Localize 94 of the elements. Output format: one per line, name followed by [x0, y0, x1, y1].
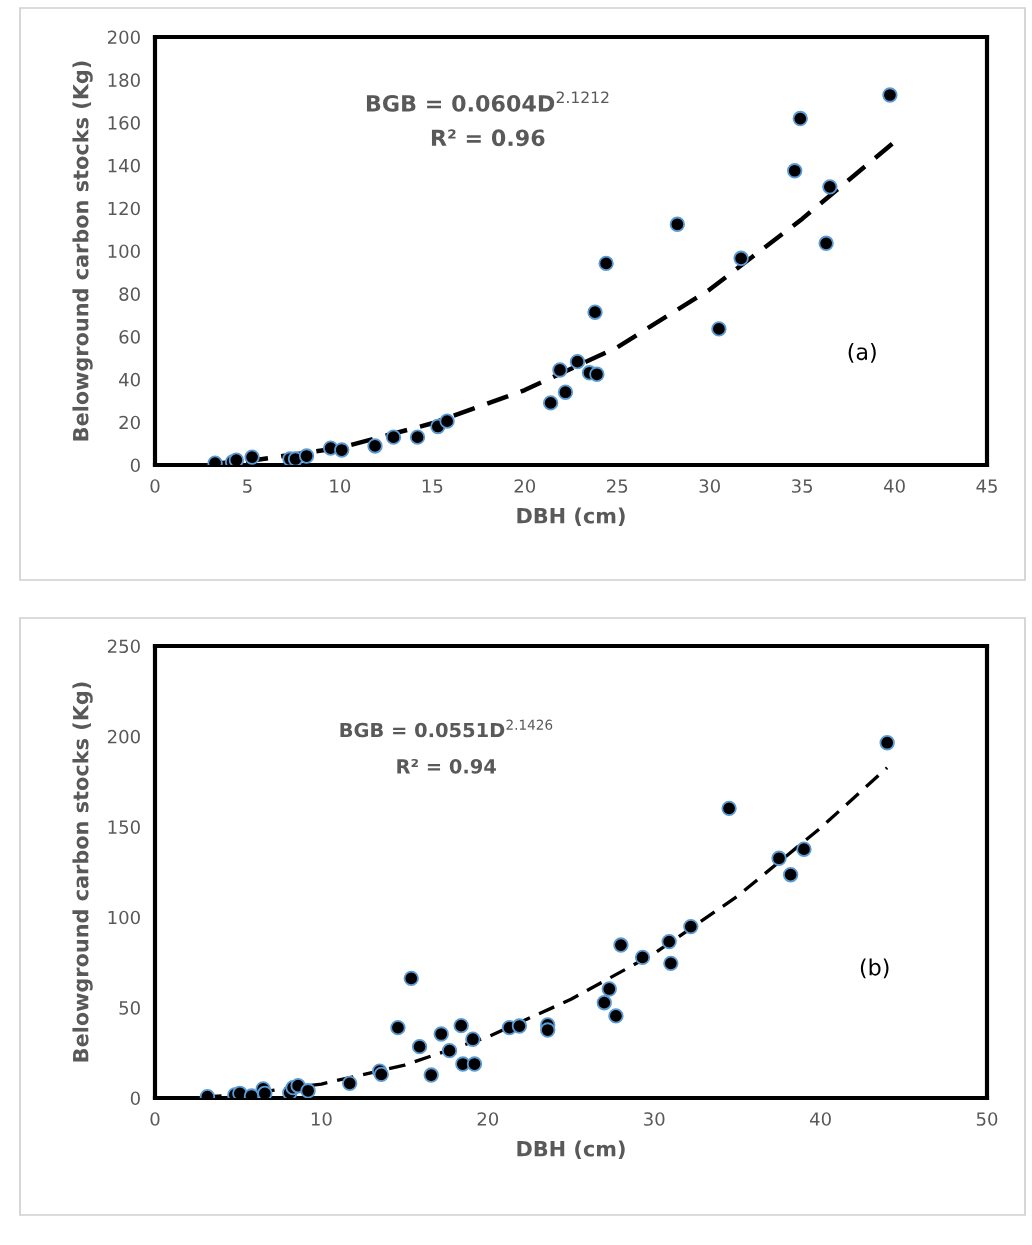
y-tick-label: 150 [108, 820, 140, 834]
point [669, 216, 685, 232]
point [879, 735, 895, 751]
point [390, 1019, 406, 1036]
point [439, 413, 455, 429]
x-tick-label: 20 [514, 479, 536, 493]
annotation: R² = 0.94 [397, 758, 496, 774]
x-tick-label: 50 [976, 1112, 998, 1126]
point [613, 937, 629, 953]
y-tick-label: 0 [130, 458, 140, 473]
y-axis-title: Belowground carbon stocks (Kg) [72, 61, 93, 441]
x-tick-label: 40 [883, 479, 905, 493]
point [792, 110, 808, 127]
point [598, 255, 614, 272]
x-tick-label: 30 [644, 1112, 665, 1126]
point [257, 1085, 273, 1098]
point [771, 850, 787, 866]
point [342, 1075, 358, 1092]
point [403, 970, 419, 986]
point [587, 304, 603, 320]
point [540, 1022, 556, 1038]
point [822, 179, 838, 195]
point [423, 1067, 439, 1083]
point [465, 1031, 481, 1047]
y-tick-label: 80 [119, 287, 140, 301]
y-axis-title: Belowground carbon stocks (Kg) [72, 682, 93, 1062]
x-tick-label: 15 [422, 479, 443, 493]
x-tick-label: 25 [607, 479, 628, 493]
y-tick-label: 180 [108, 73, 140, 87]
point [511, 1018, 528, 1034]
x-tick-label: 35 [792, 479, 813, 493]
point [334, 442, 350, 458]
point [663, 955, 679, 971]
point [796, 841, 812, 857]
point [441, 1042, 458, 1059]
y-tick-label: 40 [119, 372, 140, 387]
point [818, 235, 834, 251]
point [634, 949, 651, 966]
y-tick-label: 20 [119, 415, 140, 430]
y-tick-label: 250 [107, 639, 140, 654]
point [683, 918, 699, 935]
y-tick-label: 160 [108, 116, 140, 130]
point [411, 1038, 428, 1055]
point [367, 438, 383, 454]
y-tick-label: 200 [107, 729, 140, 744]
point [244, 449, 260, 465]
point [385, 429, 402, 445]
point [608, 1008, 624, 1024]
point [300, 1083, 316, 1098]
y-tick-label: 60 [119, 330, 140, 344]
x-tick-label: 0 [150, 1112, 160, 1126]
point [228, 452, 245, 465]
y-tick-label: 0 [130, 1091, 140, 1106]
point [569, 353, 586, 370]
point [721, 800, 737, 817]
y-tick-label: 100 [108, 244, 140, 259]
annotation: BGB = 0.0604D$^{2.1212}$ [366, 91, 609, 112]
point [661, 933, 677, 950]
point [287, 451, 304, 465]
x-tick-label: 10 [330, 479, 351, 493]
point [601, 981, 617, 997]
x-tick-label: 40 [810, 1112, 831, 1126]
point [453, 1018, 469, 1034]
point [466, 1056, 483, 1072]
annotation: R² = 0.96 [431, 129, 545, 147]
x-axis-title: DBH (cm) [517, 507, 625, 527]
point [298, 448, 315, 464]
y-tick-label: 120 [108, 201, 140, 216]
x-tick-label: 0 [150, 479, 160, 493]
point [782, 867, 799, 883]
point [882, 87, 898, 103]
x-tick-label: 30 [699, 479, 720, 493]
x-axis-title: DBH (cm) [517, 1140, 625, 1160]
annotation: BGB = 0.0551D$^{2.1426}$ [340, 719, 553, 738]
x-tick-label: 5 [243, 479, 252, 493]
annotation: (b) [860, 958, 889, 979]
point [596, 995, 612, 1011]
y-tick-label: 140 [108, 158, 140, 173]
y-tick-label: 200 [107, 30, 140, 45]
point [433, 1026, 449, 1042]
point [589, 366, 605, 382]
x-tick-label: 20 [477, 1112, 499, 1126]
point [557, 384, 574, 400]
point [542, 395, 559, 411]
x-tick-label: 45 [976, 479, 997, 493]
y-tick-label: 100 [108, 910, 140, 925]
x-tick-label: 10 [311, 1112, 332, 1126]
y-tick-label: 50 [119, 1001, 140, 1015]
point [711, 321, 727, 337]
annotation: (a) [848, 342, 876, 363]
point [409, 429, 426, 445]
point [552, 362, 568, 378]
point [787, 163, 803, 179]
point [733, 250, 749, 266]
